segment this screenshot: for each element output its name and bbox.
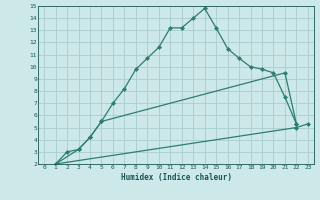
X-axis label: Humidex (Indice chaleur): Humidex (Indice chaleur) (121, 173, 231, 182)
